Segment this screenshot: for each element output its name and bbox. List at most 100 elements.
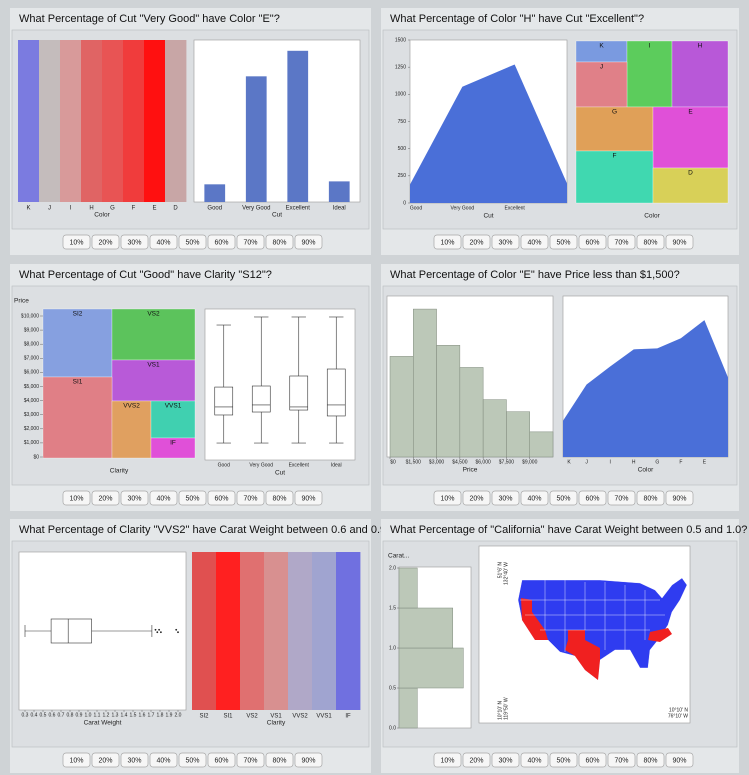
percent-button[interactable] xyxy=(294,490,323,506)
percent-button[interactable] xyxy=(149,234,178,250)
percent-button[interactable] xyxy=(120,490,149,506)
percent-button-label[interactable]: 90% xyxy=(301,495,315,502)
percent-button[interactable] xyxy=(462,752,491,768)
percent-button[interactable] xyxy=(636,752,665,768)
percent-button-label[interactable]: 20% xyxy=(469,757,483,764)
percent-button-label[interactable]: 10% xyxy=(440,495,454,502)
percent-button-label[interactable]: 10% xyxy=(69,239,83,246)
percent-button[interactable] xyxy=(665,490,694,506)
percent-button[interactable] xyxy=(549,234,578,250)
percent-button-label[interactable]: 80% xyxy=(272,757,286,764)
percent-button-label[interactable]: 30% xyxy=(127,757,141,764)
percent-button[interactable] xyxy=(491,490,520,506)
percent-button[interactable] xyxy=(462,234,491,250)
percent-button-label[interactable]: 30% xyxy=(127,495,141,502)
percent-button[interactable] xyxy=(120,752,149,768)
percent-button[interactable] xyxy=(549,752,578,768)
percent-button[interactable] xyxy=(207,234,236,250)
percent-button[interactable] xyxy=(236,234,265,250)
percent-button[interactable] xyxy=(549,490,578,506)
percent-button[interactable] xyxy=(236,490,265,506)
percent-button-label[interactable]: 40% xyxy=(527,757,541,764)
percent-button-label[interactable]: 30% xyxy=(127,239,141,246)
percent-button-label[interactable]: 50% xyxy=(185,757,199,764)
percent-button[interactable] xyxy=(265,234,294,250)
percent-button[interactable] xyxy=(578,234,607,250)
percent-button[interactable] xyxy=(265,490,294,506)
percent-button[interactable] xyxy=(178,234,207,250)
percent-button-label[interactable]: 80% xyxy=(272,239,286,246)
percent-button-label[interactable]: 60% xyxy=(214,239,228,246)
percent-button-label[interactable]: 30% xyxy=(498,239,512,246)
percent-button-label[interactable]: 90% xyxy=(672,495,686,502)
percent-button[interactable] xyxy=(636,234,665,250)
percent-button[interactable] xyxy=(578,752,607,768)
percent-button[interactable] xyxy=(149,490,178,506)
percent-button-label[interactable]: 80% xyxy=(272,495,286,502)
percent-button-label[interactable]: 40% xyxy=(156,239,170,246)
percent-button-label[interactable]: 50% xyxy=(556,239,570,246)
percent-button-label[interactable]: 90% xyxy=(672,239,686,246)
percent-button[interactable] xyxy=(607,234,636,250)
percent-button-label[interactable]: 90% xyxy=(672,757,686,764)
percent-button-label[interactable]: 60% xyxy=(214,495,228,502)
percent-button[interactable] xyxy=(62,490,91,506)
percent-button[interactable] xyxy=(178,490,207,506)
percent-button-label[interactable]: 70% xyxy=(243,757,257,764)
percent-button-label[interactable]: 60% xyxy=(585,757,599,764)
percent-button[interactable] xyxy=(520,752,549,768)
percent-button[interactable] xyxy=(665,234,694,250)
percent-button-label[interactable]: 90% xyxy=(301,239,315,246)
percent-button-label[interactable]: 70% xyxy=(614,239,628,246)
percent-button-label[interactable]: 60% xyxy=(214,757,228,764)
percent-button-label[interactable]: 50% xyxy=(185,495,199,502)
percent-button[interactable] xyxy=(520,490,549,506)
percent-button-label[interactable]: 40% xyxy=(527,239,541,246)
percent-button-label[interactable]: 10% xyxy=(440,239,454,246)
percent-button[interactable] xyxy=(62,752,91,768)
percent-button-label[interactable]: 80% xyxy=(643,757,657,764)
percent-button-label[interactable]: 20% xyxy=(469,239,483,246)
percent-button-label[interactable]: 50% xyxy=(556,495,570,502)
percent-button[interactable] xyxy=(433,752,462,768)
percent-button-label[interactable]: 20% xyxy=(98,757,112,764)
percent-button[interactable] xyxy=(149,752,178,768)
percent-button[interactable] xyxy=(433,234,462,250)
percent-button-label[interactable]: 30% xyxy=(498,757,512,764)
percent-button-label[interactable]: 70% xyxy=(243,495,257,502)
percent-button-label[interactable]: 10% xyxy=(440,757,454,764)
percent-button-label[interactable]: 70% xyxy=(614,757,628,764)
percent-button-label[interactable]: 80% xyxy=(643,239,657,246)
percent-button-label[interactable]: 50% xyxy=(185,239,199,246)
percent-button[interactable] xyxy=(665,752,694,768)
percent-button-label[interactable]: 40% xyxy=(527,495,541,502)
percent-button-label[interactable]: 10% xyxy=(69,495,83,502)
percent-button[interactable] xyxy=(520,234,549,250)
percent-button-label[interactable]: 60% xyxy=(585,239,599,246)
percent-button-label[interactable]: 60% xyxy=(585,495,599,502)
percent-button[interactable] xyxy=(236,752,265,768)
percent-button[interactable] xyxy=(433,490,462,506)
percent-button[interactable] xyxy=(207,752,236,768)
percent-button[interactable] xyxy=(491,752,520,768)
percent-button[interactable] xyxy=(294,752,323,768)
percent-button[interactable] xyxy=(62,234,91,250)
percent-button-label[interactable]: 40% xyxy=(156,757,170,764)
percent-button-label[interactable]: 70% xyxy=(243,239,257,246)
percent-button[interactable] xyxy=(91,752,120,768)
percent-button-label[interactable]: 10% xyxy=(69,757,83,764)
percent-button[interactable] xyxy=(636,490,665,506)
percent-button[interactable] xyxy=(491,234,520,250)
percent-button[interactable] xyxy=(91,490,120,506)
percent-button[interactable] xyxy=(207,490,236,506)
percent-button[interactable] xyxy=(178,752,207,768)
percent-button-label[interactable]: 50% xyxy=(556,757,570,764)
percent-button[interactable] xyxy=(607,490,636,506)
percent-button[interactable] xyxy=(607,752,636,768)
percent-button-label[interactable]: 90% xyxy=(301,757,315,764)
percent-button[interactable] xyxy=(91,234,120,250)
percent-button-label[interactable]: 30% xyxy=(498,495,512,502)
percent-button-label[interactable]: 70% xyxy=(614,495,628,502)
percent-button[interactable] xyxy=(462,490,491,506)
percent-button-label[interactable]: 20% xyxy=(98,239,112,246)
